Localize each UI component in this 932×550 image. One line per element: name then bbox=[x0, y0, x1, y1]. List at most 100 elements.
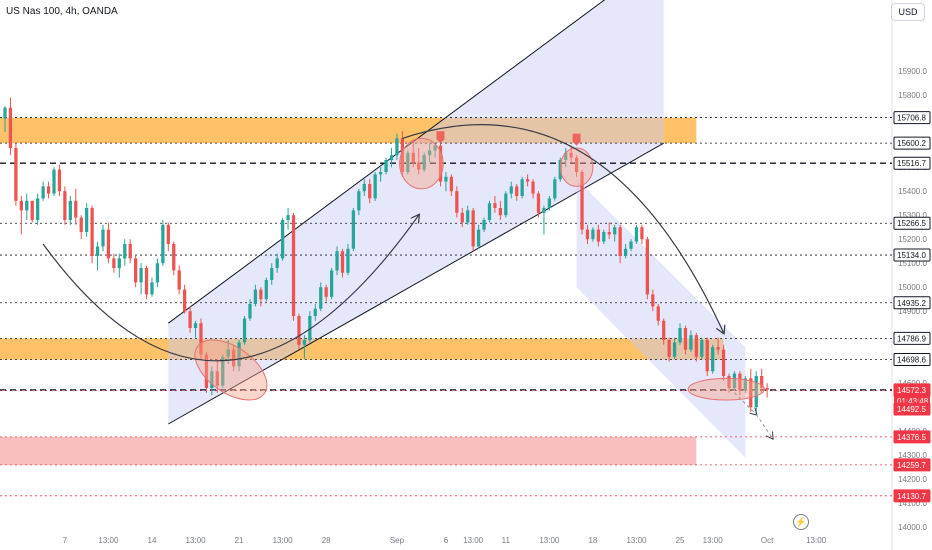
candle-body-33 bbox=[183, 289, 187, 312]
level-price-label-2: 15516.7 bbox=[897, 159, 926, 168]
candle-body-83 bbox=[455, 191, 459, 213]
candle-body-74 bbox=[406, 152, 410, 172]
candle-body-44 bbox=[242, 318, 247, 343]
x-tick-label-14: 25 bbox=[676, 536, 685, 545]
chart-title: US Nas 100, 4h, OANDA bbox=[6, 6, 118, 17]
candle-body-22 bbox=[123, 244, 127, 259]
x-tick-label-10: 11 bbox=[502, 536, 511, 545]
countdown-box bbox=[894, 395, 930, 407]
candle-body-36 bbox=[199, 323, 203, 355]
candle-body-117 bbox=[640, 227, 644, 240]
candle-body-87 bbox=[476, 229, 481, 247]
candle-body-114 bbox=[623, 248, 628, 256]
candle-body-123 bbox=[672, 342, 677, 357]
candle-body-110 bbox=[602, 232, 606, 242]
candle-body-116 bbox=[634, 227, 639, 242]
candle-body-88 bbox=[482, 220, 486, 230]
candle-body-84 bbox=[460, 212, 464, 223]
candle-body-20 bbox=[112, 258, 116, 268]
currency-button[interactable]: USD bbox=[891, 3, 925, 21]
candle-body-93 bbox=[509, 186, 513, 194]
candle-body-35 bbox=[193, 323, 198, 328]
candle-body-79 bbox=[433, 145, 437, 151]
level-price-label-5-box bbox=[893, 296, 931, 310]
candle-body-120 bbox=[656, 306, 660, 321]
candle-body-12 bbox=[68, 200, 72, 220]
time-axis: 7 13:00 14 13:00 21 13:00 28 Sep 6 13:00 11 13:00 18… bbox=[63, 536, 827, 545]
candle-body-112 bbox=[613, 227, 617, 235]
bid-price-label-box bbox=[893, 402, 931, 416]
y-tick-label-11: 15100.0 bbox=[898, 259, 927, 268]
candle-body-27 bbox=[150, 282, 154, 295]
candle-body-18 bbox=[101, 229, 105, 247]
candle-body-15 bbox=[85, 208, 89, 232]
candle-body-106 bbox=[580, 172, 584, 230]
curve-arrow-1 bbox=[402, 124, 723, 333]
candle-body-66 bbox=[362, 184, 366, 192]
candle-body-125 bbox=[683, 328, 688, 350]
candle-body-96 bbox=[525, 179, 530, 182]
candle-body-29 bbox=[161, 224, 165, 264]
resistance-marker-1 bbox=[572, 133, 581, 146]
x-tick-label-17: 13:00 bbox=[806, 536, 827, 545]
level-price-label-4-box bbox=[893, 248, 931, 262]
candle-body-105 bbox=[574, 157, 579, 172]
projection-arrow-1 bbox=[755, 414, 772, 438]
candle-body-50 bbox=[275, 258, 279, 268]
x-tick-label-11: 13:00 bbox=[539, 536, 560, 545]
candle-body-137 bbox=[749, 378, 753, 408]
candle-body-94 bbox=[515, 186, 519, 196]
candle-body-46 bbox=[253, 289, 258, 304]
x-tick-label-5: 13:00 bbox=[273, 536, 294, 545]
candle-body-63 bbox=[346, 248, 350, 273]
candle-body-75 bbox=[411, 152, 415, 163]
candle-body-49 bbox=[270, 268, 274, 280]
candle-body-43 bbox=[237, 342, 241, 367]
x-tick-label-7: Sep bbox=[390, 536, 405, 545]
candle-body-69 bbox=[378, 172, 383, 175]
candle-body-85 bbox=[466, 210, 470, 223]
candle-body-126 bbox=[689, 335, 693, 350]
level-price-label-7: 14698.6 bbox=[897, 356, 926, 365]
candle-body-23 bbox=[128, 244, 132, 259]
candle-body-21 bbox=[117, 258, 121, 268]
candle-body-0 bbox=[3, 107, 7, 119]
level-price-label-11: 14130.7 bbox=[897, 492, 926, 501]
x-tick-label-6: 28 bbox=[322, 536, 331, 545]
candle-body-51 bbox=[280, 220, 285, 259]
projection-arrow-0 bbox=[734, 392, 756, 415]
y-tick-label-0: 14000.0 bbox=[898, 523, 927, 532]
candle-body-48 bbox=[264, 280, 268, 300]
candle-body-3 bbox=[19, 200, 23, 211]
candle-body-111 bbox=[607, 232, 611, 235]
candle-body-113 bbox=[618, 227, 622, 256]
candle-body-107 bbox=[585, 229, 590, 240]
candle-body-64 bbox=[351, 210, 356, 249]
level-price-label-2-box bbox=[893, 156, 931, 170]
y-tick-label-9: 14900.0 bbox=[898, 307, 927, 316]
lightning-icon[interactable]: ⚡ bbox=[793, 514, 809, 530]
candle-body-9 bbox=[52, 169, 56, 194]
candle-body-73 bbox=[400, 138, 405, 172]
y-tick-label-18: 15800.0 bbox=[898, 91, 927, 100]
candle-body-133 bbox=[727, 376, 731, 388]
candle-body-47 bbox=[259, 289, 263, 300]
level-price-label-9: 14376.5 bbox=[897, 433, 926, 442]
candle-body-10 bbox=[57, 169, 62, 192]
candle-body-130 bbox=[711, 347, 715, 372]
candle-body-101 bbox=[553, 179, 557, 199]
candle-body-100 bbox=[547, 198, 552, 208]
candle-body-7 bbox=[41, 186, 45, 199]
highlight-ellipse-2 bbox=[559, 147, 594, 187]
candle-body-90 bbox=[493, 203, 497, 208]
candle-body-41 bbox=[226, 349, 230, 357]
candle-body-129 bbox=[705, 340, 709, 372]
current-price-label: 14572.3 bbox=[897, 386, 926, 395]
candle-body-70 bbox=[384, 160, 388, 172]
candle-body-122 bbox=[667, 340, 671, 357]
candle-body-65 bbox=[357, 191, 361, 211]
level-price-label-4: 15134.0 bbox=[897, 251, 926, 260]
candle-body-82 bbox=[449, 176, 454, 192]
x-tick-label-8: 6 bbox=[444, 536, 449, 545]
